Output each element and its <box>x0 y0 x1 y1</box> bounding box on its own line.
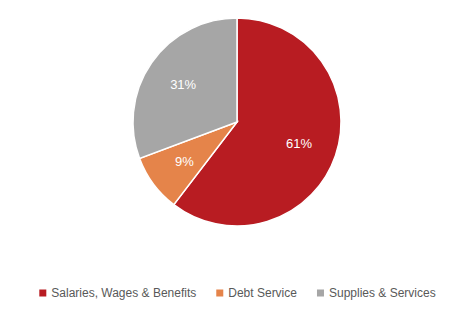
data-labels: 61% 9% 31% <box>170 77 312 168</box>
data-label: 61% <box>286 136 312 151</box>
legend-swatch <box>216 290 223 297</box>
data-label: 31% <box>170 77 196 92</box>
legend-label: Supplies & Services <box>329 286 436 300</box>
data-label: 9% <box>175 154 194 169</box>
slices <box>133 18 341 226</box>
legend: Salaries, Wages & Benefits Debt Service Su… <box>39 286 435 300</box>
legend-label: Debt Service <box>228 286 297 300</box>
pie-slice <box>133 18 237 158</box>
legend-swatch <box>39 290 46 297</box>
legend-label: Salaries, Wages & Benefits <box>51 286 196 300</box>
legend-swatch <box>317 290 324 297</box>
chart: 61% 9% 31% Salaries, Wages & Benefits Debt S… <box>0 0 475 310</box>
